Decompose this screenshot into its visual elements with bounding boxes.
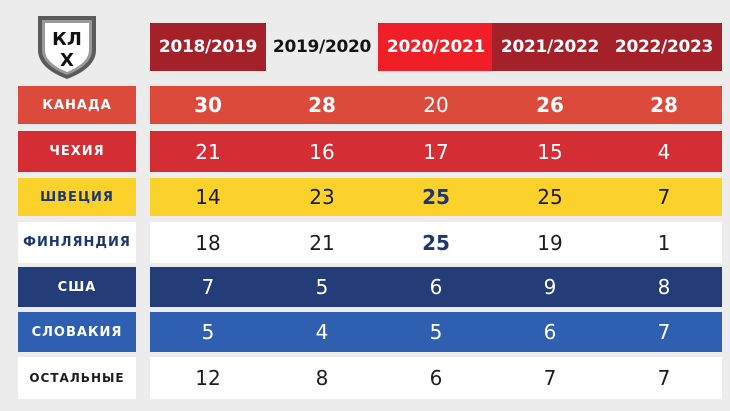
logo-letters-top: КЛ	[52, 29, 82, 50]
row-label-czech: ЧЕХИЯ	[18, 131, 136, 172]
header-2021-2022: 2021/2022	[492, 23, 608, 71]
row-label-usa: США	[18, 267, 136, 307]
table-cell: 8	[606, 267, 722, 307]
table-cell: 20	[378, 86, 494, 124]
table-cell: 21	[264, 222, 380, 263]
table-cell: 15	[492, 131, 608, 172]
header-2019-2020: 2019/2020	[272, 37, 372, 57]
header-2022-2023: 2022/2023	[606, 23, 722, 71]
table-cell: 28	[606, 86, 722, 124]
header-2018-2019: 2018/2019	[150, 23, 266, 71]
table-cell: 4	[264, 312, 380, 352]
table-cell: 16	[264, 131, 380, 172]
table-cell: 14	[150, 178, 266, 216]
table-cell: 9	[492, 267, 608, 307]
table-cell: 19	[492, 222, 608, 263]
table-cell: 25	[492, 178, 608, 216]
table-cell: 7	[606, 178, 722, 216]
table-cell: 17	[378, 131, 494, 172]
table-cell: 6	[378, 357, 494, 399]
row-label-canada: КАНАДА	[18, 86, 136, 124]
row-label-finland: ФИНЛЯНДИЯ	[18, 222, 136, 263]
table-cell: 5	[264, 267, 380, 307]
table-cell: 8	[264, 357, 380, 399]
table-cell: 7	[492, 357, 608, 399]
table-cell: 26	[492, 86, 608, 124]
table-cell: 18	[150, 222, 266, 263]
table-cell: 7	[606, 357, 722, 399]
table-cell: 23	[264, 178, 380, 216]
table-cell: 28	[264, 86, 380, 124]
table-cell: 25	[378, 222, 494, 263]
table-cell: 1	[606, 222, 722, 263]
table-cell: 6	[378, 267, 494, 307]
row-label-slovakia: СЛОВАКИЯ	[18, 312, 136, 352]
table-cell: 7	[150, 267, 266, 307]
table-cell: 6	[492, 312, 608, 352]
header-2020-2021: 2020/2021	[378, 23, 494, 71]
table-cell: 12	[150, 357, 266, 399]
row-label-sweden: ШВЕЦИЯ	[18, 178, 136, 216]
table-cell: 25	[378, 178, 494, 216]
table-cell: 5	[378, 312, 494, 352]
khl-shield-icon: КЛ Х	[38, 16, 96, 79]
table-cell: 30	[150, 86, 266, 124]
table-cell: 21	[150, 131, 266, 172]
row-label-others: ОСТАЛЬНЫЕ	[18, 357, 136, 399]
logo-letters-bottom: Х	[60, 50, 74, 71]
table-cell: 4	[606, 131, 722, 172]
table-cell: 7	[606, 312, 722, 352]
table-cell: 5	[150, 312, 266, 352]
